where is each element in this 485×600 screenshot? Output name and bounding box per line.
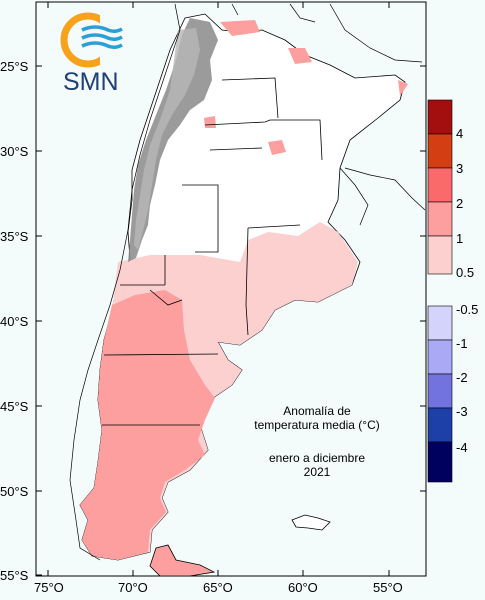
lon-label-55: 55°O bbox=[373, 580, 403, 595]
legend-box-4 bbox=[427, 99, 453, 135]
andes-terrain bbox=[128, 18, 218, 262]
anomaly-zone-1-small-d bbox=[398, 80, 408, 96]
legend-box-0-5 bbox=[427, 235, 453, 275]
period-line2: 2021 bbox=[303, 465, 331, 479]
province-borders bbox=[102, 77, 323, 426]
lat-label-50: 50°S bbox=[0, 484, 29, 499]
lon-label-75: 75°O bbox=[34, 580, 64, 595]
tierra-del-fuego bbox=[149, 544, 216, 577]
malvinas-islands bbox=[291, 514, 331, 531]
legend-box-2 bbox=[427, 167, 453, 203]
anomaly-zone-1-small-e bbox=[204, 116, 216, 128]
lat-label-55: 55°S bbox=[0, 568, 29, 583]
title-line2: temperatura media (°C) bbox=[254, 418, 380, 432]
legend-label-neg-0-5: -0.5 bbox=[456, 302, 479, 317]
legend-label-neg-2: -2 bbox=[456, 370, 468, 385]
lat-label-25: 25°S bbox=[0, 59, 29, 74]
anomaly-zone-1-small-c bbox=[268, 140, 286, 155]
lat-label-45: 45°S bbox=[0, 399, 29, 414]
axis-ticks bbox=[36, 2, 426, 576]
anomaly-zone-1-small-a bbox=[220, 20, 260, 36]
andes-terrain-light bbox=[134, 28, 200, 250]
legend-boxes bbox=[427, 99, 453, 483]
lon-label-65: 65°O bbox=[203, 580, 233, 595]
lon-label-60: 60°O bbox=[288, 580, 318, 595]
legend-label-3: 3 bbox=[456, 161, 464, 176]
legend-label-neg-3: -3 bbox=[456, 404, 468, 419]
lat-label-35: 35°S bbox=[0, 229, 29, 244]
legend-box-neg-4 bbox=[427, 441, 453, 483]
logo-text: SMN bbox=[63, 68, 119, 96]
legend-box-neg-2 bbox=[427, 373, 453, 409]
neighbor-borders bbox=[69, 3, 426, 561]
legend-label-0-5: 0.5 bbox=[456, 265, 475, 280]
lon-label-70: 70°O bbox=[118, 580, 148, 595]
smn-logo-icon bbox=[60, 12, 124, 68]
legend-label-4: 4 bbox=[456, 126, 464, 141]
legend-label-neg-4: -4 bbox=[456, 440, 468, 455]
legend-box-neg-3 bbox=[427, 407, 453, 443]
lat-label-40: 40°S bbox=[0, 314, 29, 329]
legend-label-2: 2 bbox=[456, 196, 464, 211]
legend-box-neg-0-5 bbox=[427, 305, 453, 341]
lat-label-30: 30°S bbox=[0, 144, 29, 159]
legend-label-neg-1: -1 bbox=[456, 336, 468, 351]
anomaly-zone-1-small-b bbox=[288, 48, 312, 64]
legend-box-neg-1 bbox=[427, 339, 453, 375]
legend-box-1 bbox=[427, 201, 453, 237]
legend-box-3 bbox=[427, 133, 453, 169]
title-line1: Anomalía de bbox=[283, 404, 351, 418]
legend-label-1: 1 bbox=[456, 231, 464, 246]
period-line1: enero a diciembre bbox=[268, 451, 366, 465]
